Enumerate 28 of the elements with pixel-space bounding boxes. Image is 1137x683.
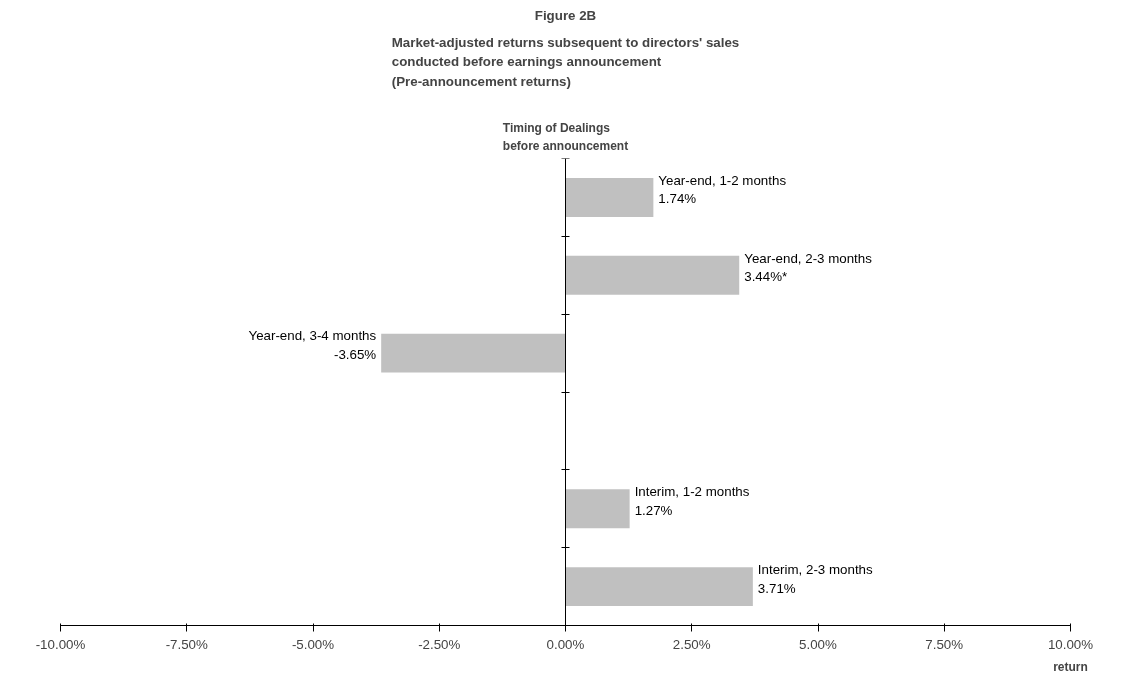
bar — [565, 255, 740, 295]
data-label: 3.71% — [757, 580, 796, 596]
x-tick-label: 7.50% — [925, 636, 964, 652]
y-axis-title: Timing of Dealings before announcement — [502, 121, 629, 154]
x-tick-label: 0.00% — [546, 636, 585, 652]
data-label: 1.74% — [658, 191, 697, 207]
y-tick-label: Year-end, 3-4 months — [248, 328, 377, 344]
data-label: 3.44%* — [744, 269, 788, 285]
y-tick-label: Interim, 1-2 months — [634, 484, 750, 500]
x-tick-label: 2.50% — [672, 636, 711, 652]
bar — [565, 489, 630, 529]
chart-title: Figure 2B — [534, 7, 597, 23]
x-tick-label: 10.00% — [1047, 636, 1094, 652]
x-tick-label: -7.50% — [165, 636, 209, 652]
y-tick-label: Year-end, 2-3 months — [744, 250, 873, 266]
bar — [565, 567, 753, 607]
x-tick-label: -5.00% — [291, 636, 335, 652]
data-label: 1.27% — [634, 502, 673, 518]
bar — [565, 177, 654, 217]
y-tick-label: Interim, 2-3 months — [757, 561, 873, 577]
chart-subtitle: Market-adjusted returns subsequent to directors' sales conducted before earnings announcement (Pre-announcement returns) — [391, 34, 740, 89]
data-label: -3.65% — [333, 347, 377, 363]
y-tick-label: Year-end, 1-2 months — [658, 172, 787, 188]
bar — [381, 333, 566, 373]
x-tick-label: -10.00% — [35, 636, 86, 652]
x-axis-title: return — [1053, 659, 1088, 674]
x-tick-label: 5.00% — [799, 636, 838, 652]
x-tick-label: -2.50% — [418, 636, 461, 652]
